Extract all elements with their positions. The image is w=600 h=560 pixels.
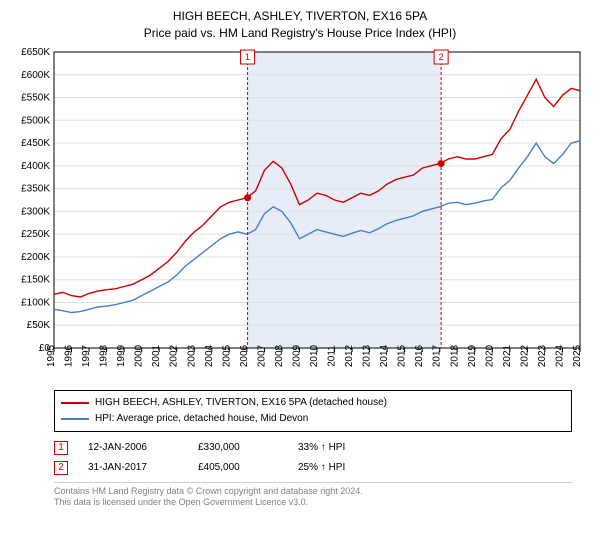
y-tick-label: £200K <box>21 252 50 263</box>
event-pct: 33% ↑ HPI <box>298 442 378 453</box>
y-tick-label: £50K <box>27 320 51 331</box>
line-chart: £0£50K£100K£150K£200K£250K£300K£350K£400… <box>12 46 588 386</box>
event-date: 12-JAN-2006 <box>88 442 178 453</box>
legend-box: HIGH BEECH, ASHLEY, TIVERTON, EX16 5PA (… <box>54 390 572 432</box>
marker-dot-2 <box>438 160 445 167</box>
y-tick-label: £650K <box>21 47 50 58</box>
legend-swatch <box>61 402 89 404</box>
y-tick-label: £400K <box>21 160 50 171</box>
legend-row: HPI: Average price, detached house, Mid … <box>61 411 565 427</box>
y-tick-label: £550K <box>21 92 50 103</box>
marker-label-2: 2 <box>439 52 444 62</box>
legend-label: HPI: Average price, detached house, Mid … <box>95 413 308 424</box>
y-tick-label: £300K <box>21 206 50 217</box>
y-tick-label: £500K <box>21 115 50 126</box>
event-date: 31-JAN-2017 <box>88 462 178 473</box>
marker-label-1: 1 <box>245 52 250 62</box>
legend-swatch <box>61 418 89 420</box>
event-row: 1 12-JAN-2006 £330,000 33% ↑ HPI <box>54 438 572 458</box>
footer-line-2: This data is licensed under the Open Gov… <box>54 497 572 509</box>
title-block: HIGH BEECH, ASHLEY, TIVERTON, EX16 5PA P… <box>12 8 588 42</box>
legend-label: HIGH BEECH, ASHLEY, TIVERTON, EX16 5PA (… <box>95 397 387 408</box>
event-marker-box: 1 <box>54 441 68 455</box>
footer-line-1: Contains HM Land Registry data © Crown c… <box>54 486 572 498</box>
event-marker-box: 2 <box>54 461 68 475</box>
legend-row: HIGH BEECH, ASHLEY, TIVERTON, EX16 5PA (… <box>61 395 565 411</box>
title-line-1: HIGH BEECH, ASHLEY, TIVERTON, EX16 5PA <box>12 8 588 25</box>
events-table: 1 12-JAN-2006 £330,000 33% ↑ HPI 2 31-JAN-201… <box>54 438 572 478</box>
y-tick-label: £450K <box>21 138 50 149</box>
y-tick-label: £100K <box>21 297 50 308</box>
highlight-band <box>248 52 442 348</box>
event-row: 2 31-JAN-2017 £405,000 25% ↑ HPI <box>54 458 572 478</box>
footer-attribution: Contains HM Land Registry data © Crown c… <box>54 482 572 509</box>
y-tick-label: £150K <box>21 274 50 285</box>
y-tick-label: £350K <box>21 183 50 194</box>
marker-dot-1 <box>244 194 251 201</box>
y-tick-label: £250K <box>21 229 50 240</box>
y-tick-label: £600K <box>21 69 50 80</box>
event-pct: 25% ↑ HPI <box>298 462 378 473</box>
chart-area: £0£50K£100K£150K£200K£250K£300K£350K£400… <box>12 46 588 386</box>
event-price: £405,000 <box>198 462 278 473</box>
title-line-2: Price paid vs. HM Land Registry's House … <box>12 25 588 42</box>
page-container: HIGH BEECH, ASHLEY, TIVERTON, EX16 5PA P… <box>0 0 600 560</box>
event-price: £330,000 <box>198 442 278 453</box>
